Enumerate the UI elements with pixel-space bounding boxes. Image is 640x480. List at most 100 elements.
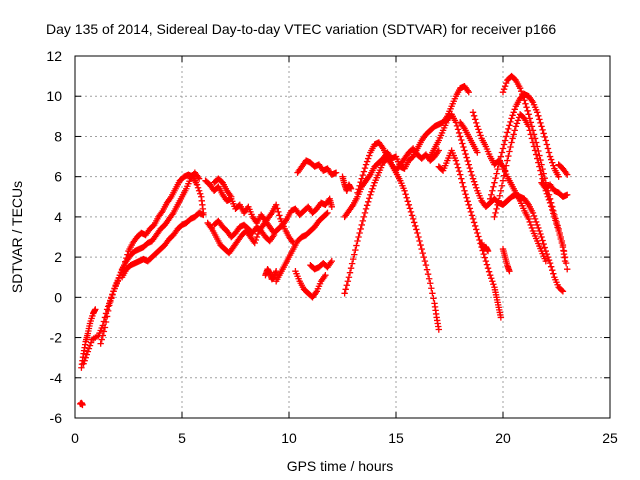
data-point-s25 bbox=[499, 177, 507, 184]
y-tick-label: -4 bbox=[50, 370, 63, 386]
data-point-s19 bbox=[538, 233, 545, 241]
data-point-s26 bbox=[521, 97, 528, 104]
data-point-s24 bbox=[543, 141, 551, 148]
data-point-s19 bbox=[531, 215, 539, 223]
data-point-s26 bbox=[525, 111, 532, 118]
data-point-s18 bbox=[363, 158, 371, 165]
data-point-s14 bbox=[332, 169, 340, 176]
data-point-s24 bbox=[498, 149, 506, 156]
data-point-s16 bbox=[356, 229, 363, 237]
data-point-s20 bbox=[481, 254, 489, 261]
data-point-s7 bbox=[276, 212, 283, 219]
data-point-s26 bbox=[561, 253, 569, 261]
data-point-s3 bbox=[81, 357, 88, 364]
data-point-s19 bbox=[539, 237, 546, 244]
data-point-s13 bbox=[328, 257, 335, 265]
data-point-s25 bbox=[532, 151, 540, 158]
data-point-s26 bbox=[564, 265, 571, 273]
data-point-s26 bbox=[547, 199, 555, 207]
data-point-s20 bbox=[464, 198, 471, 205]
data-point-s25 bbox=[514, 117, 522, 124]
data-point-s26 bbox=[553, 218, 560, 226]
data-point-s20 bbox=[462, 191, 469, 198]
data-point-s26 bbox=[530, 131, 538, 138]
data-point-s25 bbox=[504, 157, 511, 164]
data-point-s18 bbox=[422, 261, 430, 269]
data-point-s18 bbox=[357, 178, 364, 186]
data-point-s26 bbox=[531, 135, 539, 142]
data-point-s22 bbox=[471, 116, 479, 123]
data-point-s25 bbox=[512, 123, 520, 130]
data-point-s19 bbox=[546, 259, 554, 267]
data-point-s26 bbox=[549, 203, 556, 211]
data-point-s20 bbox=[486, 272, 494, 279]
data-point-s26 bbox=[557, 233, 564, 241]
data-point-s18 bbox=[364, 155, 372, 162]
data-point-s25 bbox=[507, 143, 514, 151]
data-point-s11 bbox=[323, 210, 330, 218]
data-point-s24 bbox=[545, 149, 553, 156]
data-point-s24 bbox=[511, 106, 518, 113]
data-point-s20 bbox=[468, 212, 476, 219]
data-point-s18 bbox=[402, 191, 409, 198]
data-point-s20 bbox=[455, 167, 463, 175]
data-point-s20 bbox=[475, 233, 482, 240]
data-point-s19 bbox=[529, 209, 537, 217]
data-point-s24 bbox=[536, 116, 543, 123]
data-point-s19 bbox=[459, 140, 466, 147]
data-point-s26 bbox=[499, 89, 507, 96]
data-point-s26 bbox=[524, 107, 531, 115]
chart-title: Day 135 of 2014, Sidereal Day-to-day VTE… bbox=[46, 21, 556, 37]
data-point-s19 bbox=[534, 221, 541, 229]
y-tick-label: 6 bbox=[54, 169, 62, 185]
data-point-s18 bbox=[424, 271, 432, 278]
x-tick-label: 15 bbox=[388, 430, 404, 446]
data-point-s20 bbox=[460, 183, 467, 190]
data-point-s8 bbox=[228, 193, 235, 200]
data-point-s16 bbox=[345, 274, 353, 281]
data-point-s24 bbox=[540, 130, 547, 137]
data-point-s20 bbox=[488, 275, 495, 282]
data-point-s24 bbox=[535, 112, 542, 120]
data-point-s26 bbox=[527, 119, 535, 126]
data-point-s22 bbox=[474, 123, 481, 130]
data-point-s20 bbox=[484, 264, 492, 272]
data-point-s19 bbox=[540, 240, 547, 248]
data-point-s24 bbox=[538, 123, 545, 130]
data-point-s18 bbox=[420, 253, 428, 261]
data-point-s4 bbox=[103, 313, 111, 320]
data-point-s24 bbox=[505, 125, 512, 133]
data-point-s25 bbox=[506, 148, 513, 155]
data-point-s24 bbox=[499, 145, 507, 152]
data-point-s16 bbox=[367, 191, 374, 198]
y-tick-label: 4 bbox=[54, 209, 62, 225]
data-point-s3 bbox=[85, 345, 93, 352]
data-point-s20 bbox=[458, 175, 465, 182]
data-point-s22 bbox=[527, 221, 535, 229]
data-point-s18 bbox=[419, 249, 426, 257]
data-point-s19 bbox=[549, 266, 556, 274]
data-point-s19 bbox=[536, 227, 543, 235]
data-point-s4 bbox=[106, 302, 113, 309]
data-point-s22 bbox=[542, 257, 549, 265]
data-point-s18 bbox=[429, 290, 436, 297]
data-point-s25 bbox=[508, 139, 515, 146]
data-point-s27 bbox=[506, 267, 513, 275]
data-point-s18 bbox=[403, 194, 410, 201]
data-point-s9 bbox=[270, 231, 278, 239]
data-point-s20 bbox=[474, 229, 481, 237]
data-point-s18 bbox=[362, 161, 370, 168]
data-point-s16 bbox=[344, 278, 352, 285]
data-point-s19 bbox=[547, 263, 555, 270]
data-point-s19 bbox=[559, 288, 567, 295]
data-point-s3 bbox=[80, 360, 87, 367]
data-point-s16 bbox=[342, 286, 349, 293]
data-point-s18 bbox=[418, 245, 425, 253]
data-point-s19 bbox=[470, 178, 478, 185]
data-point-s18 bbox=[356, 182, 363, 189]
data-point-s16 bbox=[361, 209, 369, 217]
data-point-s12 bbox=[322, 272, 329, 279]
data-point-s19 bbox=[454, 126, 462, 133]
data-point-s26 bbox=[560, 247, 568, 255]
